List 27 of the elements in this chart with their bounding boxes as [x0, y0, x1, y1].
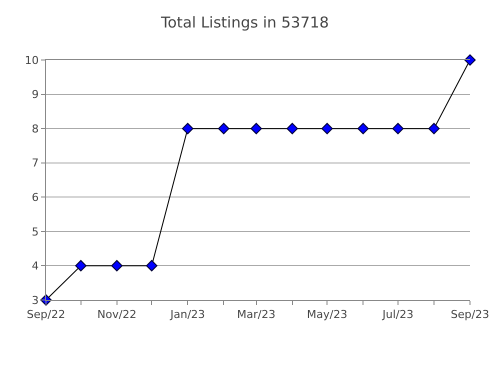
- y-tick-label: 3: [32, 294, 39, 307]
- x-tick-label: Jul/23: [381, 308, 414, 322]
- y-tick-label: 8: [32, 122, 39, 136]
- y-tick-label: 6: [32, 190, 39, 204]
- point: [321, 122, 333, 134]
- x-tick-label: May/23: [306, 308, 348, 322]
- y-tick-label: 10: [24, 54, 39, 67]
- y-tick-label: 5: [32, 225, 39, 238]
- y-tick-label: 4: [32, 260, 39, 273]
- point: [111, 260, 123, 272]
- x-tick-label: Nov/22: [97, 308, 136, 322]
- x-tick-label: Jan/23: [169, 308, 206, 322]
- y-tick-label: 9: [32, 88, 39, 102]
- chart-title: Total Listings in 53718: [160, 14, 329, 32]
- y-tick-label: 7: [32, 156, 39, 170]
- x-tick-label: Sep/23: [450, 308, 490, 322]
- point: [428, 122, 440, 134]
- point: [286, 122, 298, 134]
- x-tick-label: Sep/22: [26, 308, 66, 322]
- point: [218, 122, 230, 134]
- x-tick-label: Mar/23: [237, 308, 276, 322]
- point: [182, 122, 194, 134]
- point: [250, 122, 262, 134]
- point: [392, 122, 404, 134]
- point: [357, 122, 369, 134]
- point: [75, 260, 87, 272]
- point: [146, 260, 158, 272]
